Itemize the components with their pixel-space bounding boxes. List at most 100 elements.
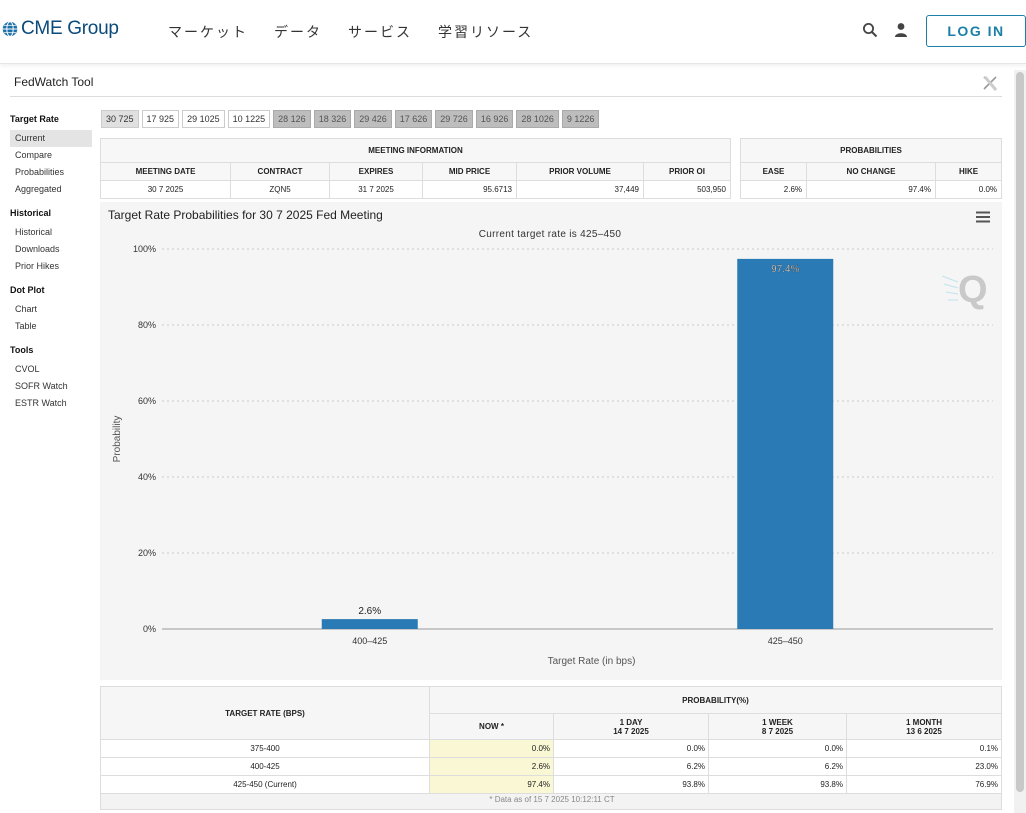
sidebar-item-chart[interactable]: Chart [15,304,38,314]
cme-logo[interactable]: CME Group [2,18,119,40]
col-header: HIKE [935,162,1002,181]
tab-meeting-date[interactable]: 17 626 [394,110,433,128]
cell-mid-price: 95.6713 [422,180,517,199]
header-date: 13 6 2025 [906,726,942,736]
col-header: MEETING DATE [100,162,231,181]
cell-ease: 2.6% [740,180,807,199]
sidebar-heading-tools: Tools [10,345,34,355]
sidebar-heading-dot-plot: Dot Plot [10,285,45,295]
x-social-icon[interactable] [982,75,998,91]
col-header-1-week: 1 WEEK 8 7 2025 [708,713,847,740]
sidebar-item-cvol[interactable]: CVOL [15,364,40,374]
tab-meeting-date[interactable]: 28 126 [273,110,311,128]
tab-meeting-date[interactable]: 28 1026 [516,110,559,128]
scrollbar-thumb[interactable] [1016,72,1024,792]
y-tick-label: 20% [138,548,156,558]
cell-target-rate: 375-400 [100,739,430,758]
header-date: 14 7 2025 [613,726,649,736]
cell-1-month: 76.9% [846,775,1002,794]
tab-meeting-date[interactable]: 30 725 [101,110,139,128]
cell-1-week: 0.0% [708,739,847,758]
nav-learning[interactable]: 学習リソース [438,24,534,40]
login-button[interactable]: LOG IN [926,15,1026,47]
watermark-line [943,283,959,289]
cell-target-rate: 425-450 (Current) [100,775,430,794]
data-label: 97.4% [771,264,799,275]
sidebar-item-current[interactable]: Current [10,130,92,147]
sidebar-item-table[interactable]: Table [15,321,37,331]
cell-now: 97.4% [429,775,554,794]
search-icon[interactable] [862,22,878,38]
cell-contract: ZQN5 [230,180,330,199]
sidebar-item-probabilities[interactable]: Probabilities [15,167,65,177]
cell-now: 0.0% [429,739,554,758]
chart-menu-icon[interactable] [976,211,990,223]
x-tick-label: 400–425 [352,636,387,646]
table-row: 425-450 (Current) 97.4% 93.8% 93.8% 76.9… [100,775,1002,794]
cell-1-month: 23.0% [846,757,1002,776]
probabilities-title: PROBABILITIES [740,138,1002,163]
probability-history-table: TARGET RATE (BPS) PROBABILITY(%) NOW * 1… [100,686,1002,794]
meeting-date-tabs: 30 725 17 925 29 1025 10 1225 28 126 18 … [101,110,600,128]
cell-now: 2.6% [429,757,554,776]
y-tick-label: 80% [138,320,156,330]
sidebar-item-prior-hikes[interactable]: Prior Hikes [15,261,60,271]
nav-markets[interactable]: マーケット [168,24,248,40]
col-header-now: NOW * [429,713,554,740]
watermark-line [945,291,959,295]
y-tick-label: 100% [133,244,156,254]
cell-1-day: 6.2% [553,757,709,776]
sidebar-heading-historical: Historical [10,208,52,218]
cell-1-week: 6.2% [708,757,847,776]
bar [321,619,418,629]
probabilities-table: PROBABILITIES EASE NO CHANGE HIKE 2.6% 9… [740,138,1002,199]
x-axis-title: Target Rate (in bps) [548,656,636,667]
nav-data[interactable]: データ [274,24,322,40]
now-label: NOW * [479,722,504,731]
header-line: 1 MONTH [906,717,942,727]
sidebar-item-downloads[interactable]: Downloads [15,244,60,254]
probability-history-panel: TARGET RATE (BPS) PROBABILITY(%) NOW * 1… [100,686,1002,810]
main-nav: マーケット データ サービス 学習リソース [168,22,533,42]
cell-target-rate: 400-425 [100,757,430,776]
tab-meeting-date[interactable]: 18 326 [313,110,352,128]
tab-meeting-date[interactable]: 17 925 [141,110,180,128]
top-header: CME Group マーケット データ サービス 学習リソース LOG IN [0,0,1026,64]
tab-meeting-date[interactable]: 29 1025 [182,110,225,128]
meeting-info-table: MEETING INFORMATION MEETING DATE CONTRAC… [100,138,731,199]
sidebar-item-sofr-watch[interactable]: SOFR Watch [15,381,68,391]
sidebar-item-compare[interactable]: Compare [15,150,53,160]
cell-1-week: 93.8% [708,775,847,794]
quikstrike-watermark-icon: Q [958,269,988,311]
table-row: 400-425 2.6% 6.2% 6.2% 23.0% [100,757,1002,776]
x-tick-label: 425–450 [768,636,803,646]
tab-meeting-date[interactable]: 29 726 [435,110,473,128]
header-line: 1 DAY [619,717,643,727]
tab-meeting-date[interactable]: 9 1226 [561,110,600,128]
tab-meeting-date[interactable]: 10 1225 [227,110,271,128]
user-icon[interactable] [893,22,909,38]
cell-prior-volume: 37,449 [516,180,644,199]
sidebar-item-estr-watch[interactable]: ESTR Watch [15,398,67,408]
tab-meeting-date[interactable]: 16 926 [475,110,514,128]
y-tick-label: 0% [143,624,156,634]
logo-text: CME Group [21,18,119,39]
col-header: EASE [740,162,807,181]
col-header: PRIOR VOLUME [516,162,644,181]
nav-services[interactable]: サービス [348,24,412,40]
tab-meeting-date[interactable]: 29 426 [354,110,392,128]
chart-panel [100,202,1002,680]
sidebar-item-aggregated[interactable]: Aggregated [15,184,62,194]
col-header: EXPIRES [329,162,423,181]
table-row: 375-400 0.0% 0.0% 0.0% 0.1% [100,739,1002,758]
sidebar-item-historical[interactable]: Historical [15,227,53,237]
probability-bar-chart: 0% 20% 40% 60% 80% 100% 2.6% 400–425 97.4% 425–45… [112,244,993,667]
divider [10,96,1002,97]
cell-1-day: 93.8% [553,775,709,794]
col-header: MID PRICE [422,162,517,181]
sidebar: Target Rate Current Compare Probabilitie… [10,112,92,412]
y-axis-title: Probability [112,416,123,463]
meeting-info-title: MEETING INFORMATION [100,138,731,163]
col-header-probability: PROBABILITY(%) [429,686,1002,714]
header-line: 1 WEEK [762,717,793,727]
